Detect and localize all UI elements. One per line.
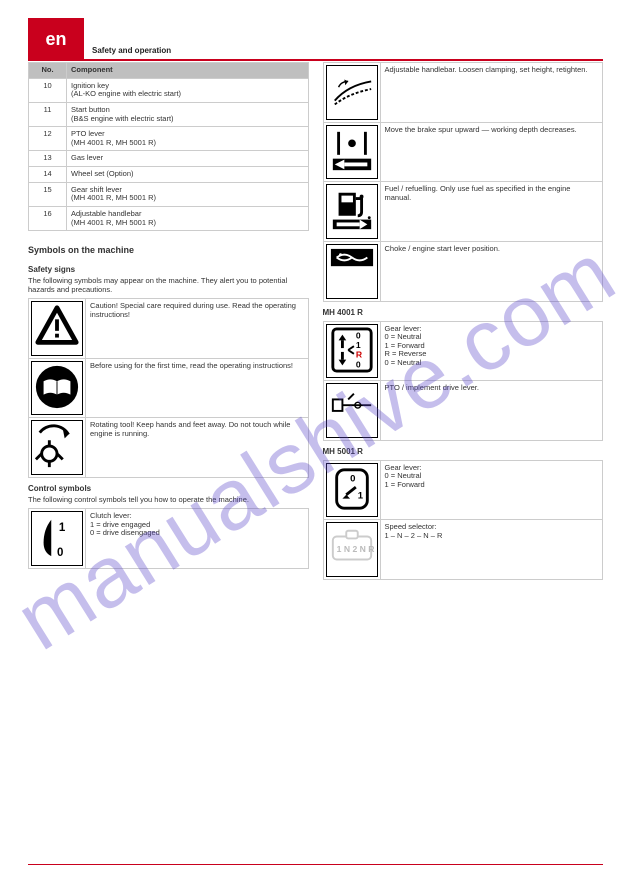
handlebar-icon (326, 65, 378, 120)
equip-no: 10 (29, 78, 67, 102)
sym-table-right-3: Gear lever:0 = Neutral1 = ForwardSpeed s… (323, 460, 604, 580)
sym-text: Adjustable handlebar. Loosen clamping, s… (380, 63, 603, 123)
safety-signs-title: Safety signs (28, 265, 309, 274)
sym-row: PTO / implement drive lever. (323, 381, 603, 441)
sym-text: Before using for the first time, read th… (86, 358, 309, 418)
equip-comp: Ignition key(AL-KO engine with electric … (67, 78, 309, 102)
sym-icon-cell (323, 520, 380, 580)
manual-book-icon (31, 361, 83, 416)
sym-text: Clutch lever:1 = drive engaged0 = drive … (86, 509, 309, 569)
sym-table-left-2: Clutch lever:1 = drive engaged0 = drive … (28, 508, 309, 569)
right-3-title: MH 5001 R (323, 447, 604, 456)
table-row: 14Wheel set (Option) (29, 167, 309, 183)
sym-text: Fuel / refuelling. Only use fuel as spec… (380, 182, 603, 242)
equip-comp: Gear shift lever(MH 4001 R, MH 5001 R) (67, 182, 309, 206)
sym-text: Rotating tool! Keep hands and feet away.… (86, 418, 309, 478)
sym-text: Gear lever:0 = Neutral1 = ForwardR = Rev… (380, 321, 603, 381)
rule-top (28, 59, 603, 61)
right-2-title: MH 4001 R (323, 308, 604, 317)
sym-text: Speed selector:1 – N – 2 – N – R (380, 520, 603, 580)
table-row: 16Adjustable handlebar(MH 4001 R, MH 500… (29, 206, 309, 230)
equip-comp: PTO lever(MH 4001 R, MH 5001 R) (67, 127, 309, 151)
sym-text: Caution! Special care required during us… (86, 299, 309, 359)
sym-table-left-1: Caution! Special care required during us… (28, 298, 309, 478)
depth-left-icon (326, 125, 378, 180)
table-row: 15Gear shift lever(MH 4001 R, MH 5001 R) (29, 182, 309, 206)
equip-no: 14 (29, 167, 67, 183)
table-row: 11Start button(B&S engine with electric … (29, 102, 309, 126)
sym-row: Clutch lever:1 = drive engaged0 = drive … (29, 509, 309, 569)
sym-row: Caution! Special care required during us… (29, 299, 309, 359)
equipment-table: No. Component 10Ignition key(AL-KO engin… (28, 62, 309, 231)
sym-row: Fuel / refuelling. Only use fuel as spec… (323, 182, 603, 242)
sym-row: Move the brake spur upward — working dep… (323, 122, 603, 182)
equip-no: 13 (29, 151, 67, 167)
sym-row: Gear lever:0 = Neutral1 = ForwardR = Rev… (323, 321, 603, 381)
symbols-intro: The following symbols may appear on the … (28, 276, 309, 294)
equip-no: 11 (29, 102, 67, 126)
sym-icon-cell (29, 418, 86, 478)
sym-icon-cell (29, 299, 86, 359)
symbols-title: Symbols on the machine (28, 245, 309, 255)
sym-text: PTO / implement drive lever. (380, 381, 603, 441)
clutch-10-icon (31, 511, 83, 566)
page-title: Safety and operation (92, 46, 171, 55)
sym-table-right-2: Gear lever:0 = Neutral1 = ForwardR = Rev… (323, 321, 604, 441)
sym-text: Move the brake spur upward — working dep… (380, 122, 603, 182)
control-symbols-title: Control symbols (28, 484, 309, 493)
sym-icon-cell (29, 358, 86, 418)
sym-row: Speed selector:1 – N – 2 – N – R (323, 520, 603, 580)
sym-row: Rotating tool! Keep hands and feet away.… (29, 418, 309, 478)
sym-icon-cell (29, 509, 86, 569)
sym-icon-cell (323, 381, 380, 441)
sym-row: Before using for the first time, read th… (29, 358, 309, 418)
sym-row: Gear lever:0 = Neutral1 = Forward (323, 460, 603, 520)
col-right: Adjustable handlebar. Loosen clamping, s… (323, 62, 604, 861)
sym-icon-cell (323, 182, 380, 242)
gear-01R0-icon (326, 324, 378, 379)
table-row: 13Gas lever (29, 151, 309, 167)
rule-bottom (28, 864, 603, 865)
sym-icon-cell (323, 63, 380, 123)
control-symbols-intro: The following control symbols tell you h… (28, 495, 309, 504)
sym-table-right-1: Adjustable handlebar. Loosen clamping, s… (323, 62, 604, 302)
sym-icon-cell (323, 241, 380, 301)
sym-icon-cell (323, 321, 380, 381)
sym-icon-cell (323, 460, 380, 520)
gear-1N2NR-icon (326, 522, 378, 577)
warn-triangle-icon (31, 301, 83, 356)
choke-lever-icon (326, 244, 378, 299)
page-lang-badge: en (28, 18, 84, 60)
pto-cable-icon (326, 383, 378, 438)
equip-tbody: 10Ignition key(AL-KO engine with electri… (29, 78, 309, 231)
sym-text: Choke / engine start lever position. (380, 241, 603, 301)
gear-01-icon (326, 463, 378, 518)
table-row: 12PTO lever(MH 4001 R, MH 5001 R) (29, 127, 309, 151)
sym-text: Gear lever:0 = Neutral1 = Forward (380, 460, 603, 520)
equip-comp: Adjustable handlebar(MH 4001 R, MH 5001 … (67, 206, 309, 230)
equip-th-no: No. (29, 63, 67, 79)
equip-comp: Start button(B&S engine with electric st… (67, 102, 309, 126)
table-row: 10Ignition key(AL-KO engine with electri… (29, 78, 309, 102)
page: en Safety and operation No. Component 10… (0, 0, 631, 893)
sym-icon-cell (323, 122, 380, 182)
sym-row: Choke / engine start lever position. (323, 241, 603, 301)
equip-no: 15 (29, 182, 67, 206)
equip-no: 16 (29, 206, 67, 230)
rotating-tool-icon (31, 420, 83, 475)
equip-comp: Wheel set (Option) (67, 167, 309, 183)
equip-comp: Gas lever (67, 151, 309, 167)
equip-no: 12 (29, 127, 67, 151)
equip-th-comp: Component (67, 63, 309, 79)
col-left: No. Component 10Ignition key(AL-KO engin… (28, 62, 309, 861)
sym-row: Adjustable handlebar. Loosen clamping, s… (323, 63, 603, 123)
fuel-pump-icon (326, 184, 378, 239)
